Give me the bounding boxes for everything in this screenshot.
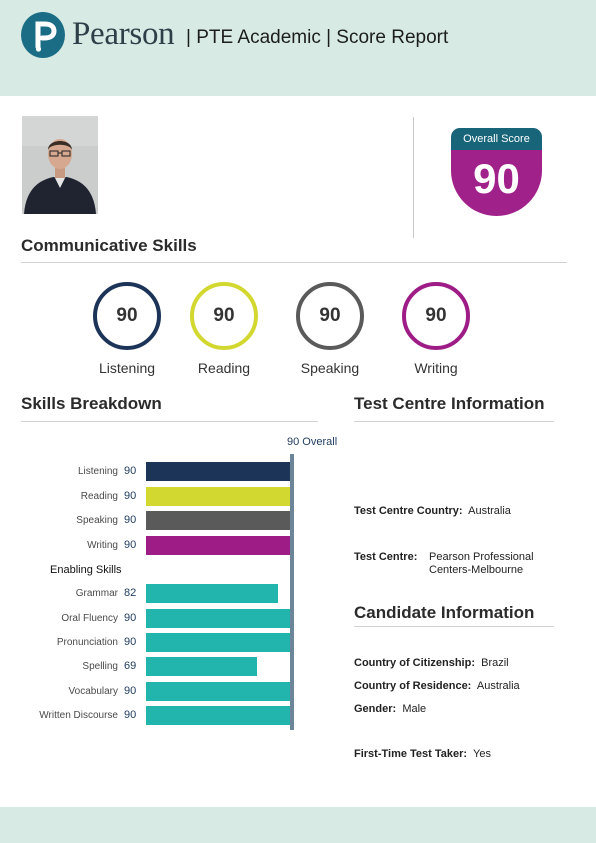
test-centre-country-label: Test Centre Country: [354,505,463,517]
test-centre-country-value: Australia [468,505,511,517]
bar-score-pronunciation: 90 [124,636,137,648]
citizenship-value: Brazil [481,657,509,669]
bar-label-vocabulary: Vocabulary [68,686,118,697]
skill-score-circle-listening: 90 [93,282,161,350]
citizenship-row: Country of Citizenship: Brazil [354,657,509,669]
bar-speaking [146,511,291,530]
bar-label-speaking: Speaking [76,515,118,526]
bar-label-spelling: Spelling [82,661,118,672]
bar-reading [146,487,291,506]
bar-writing [146,536,291,555]
skill-label-reading: Reading [197,360,251,376]
test-centre-value-line2: Centers-Melbourne [429,564,524,576]
test-centre-value: Pearson Professional Centers-Melbourne [429,551,534,576]
gender-value: Male [402,703,427,715]
bar-score-writing: 90 [124,539,137,551]
bar-label-writing: Writing [87,540,118,551]
bar-score-grammar: 82 [124,587,137,599]
residence-value: Australia [476,680,520,692]
bar-spelling [146,657,257,676]
citizenship-label: Country of Citizenship: [354,657,475,669]
skill-label-writing: Writing [414,360,458,376]
bar-pronunciation [146,633,291,652]
skills-breakdown-title: Skills Breakdown [21,394,162,413]
candidate-divider [354,626,554,627]
residence-row: Country of Residence: Australia [354,680,520,692]
candidate-photo [22,116,98,214]
bar-score-listening: 90 [124,465,137,477]
communicative-divider [21,262,567,263]
residence-label: Country of Residence: [354,680,472,692]
footer-band [0,807,596,843]
test-centre-row: Test Centre: [354,551,417,563]
bar-score-speaking: 90 [124,514,137,526]
test-centre-value-line1: Pearson Professional [429,551,534,563]
test-centre-country-row: Test Centre Country: Australia [354,505,511,517]
bar-label-reading: Reading [80,491,118,502]
first-time-value: Yes [473,748,491,760]
test-centre-divider [354,421,554,422]
header-divider [413,117,414,238]
bar-label-pronunciation: Pronunciation [56,637,118,648]
bar-score-written-discourse: 90 [124,709,137,721]
brand-name: Pearson [72,16,175,52]
bar-oral-fluency [146,609,291,628]
bar-score-reading: 90 [124,490,137,502]
bar-listening [146,462,291,481]
gender-label: Gender: [354,703,397,715]
bar-label-written-discourse: Written Discourse [39,710,118,721]
bar-grammar [146,584,278,603]
gender-row: Gender: Male [354,703,426,715]
breakdown-divider [21,421,318,422]
communicative-skills-title: Communicative Skills [21,236,197,255]
skill-label-listening: Listening [98,360,156,376]
first-time-row: First-Time Test Taker: Yes [354,748,491,760]
bar-score-vocabulary: 90 [124,685,137,697]
bar-score-oral-fluency: 90 [124,612,137,624]
enabling-skills-title: Enabling Skills [50,564,122,576]
bar-score-spelling: 69 [124,660,137,672]
skill-score-circle-speaking: 90 [296,282,364,350]
pearson-logo-icon [21,12,65,58]
bar-label-oral-fluency: Oral Fluency [61,613,118,624]
first-time-label: First-Time Test Taker: [354,748,468,760]
overall-score-value: 90 [451,150,542,216]
overall-marker-line [290,454,294,730]
bar-vocabulary [146,682,291,701]
header-band [0,0,596,96]
overall-score-label: Overall Score [451,128,542,150]
skill-label-speaking: Speaking [300,360,360,376]
report-title: | PTE Academic | Score Report [186,27,449,48]
test-centre-title: Test Centre Information [354,394,545,413]
test-centre-label: Test Centre: [354,551,418,563]
skill-score-circle-writing: 90 [402,282,470,350]
bar-written-discourse [146,706,291,725]
overall-marker-label: 90 Overall [287,436,338,448]
bar-label-listening: Listening [77,466,118,477]
bar-label-grammar: Grammar [75,588,118,599]
skill-score-circle-reading: 90 [190,282,258,350]
candidate-info-title: Candidate Information [354,603,535,622]
